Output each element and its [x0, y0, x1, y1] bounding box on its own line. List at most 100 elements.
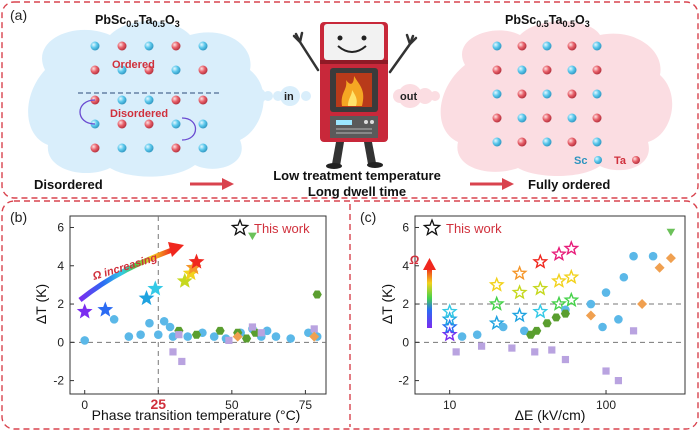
circle-mark — [629, 251, 638, 261]
ta-atom — [567, 41, 577, 51]
panel-a-frame — [1, 1, 699, 199]
diamond-mark — [232, 331, 243, 342]
circle-mark — [601, 288, 611, 297]
x-tick-label: 50 — [225, 398, 239, 412]
star-mark — [488, 295, 505, 311]
circle-mark — [472, 330, 482, 339]
circle-mark — [183, 332, 193, 341]
star-mark — [188, 253, 205, 269]
panel-b-legend: This work — [226, 218, 322, 237]
hexagon-mark — [551, 313, 561, 322]
triangle-mark — [666, 228, 676, 237]
circle-mark — [80, 336, 90, 345]
star-mark — [563, 268, 580, 285]
caption-treatment-line2: Long dwell time — [308, 184, 406, 199]
legend-sc-ball — [594, 156, 602, 164]
panel-c-y-ticks: -2 0 2 4 6 — [398, 220, 419, 388]
panel-b-plot-frame — [69, 215, 327, 395]
circle-mark — [457, 332, 467, 341]
right-cloud — [440, 21, 673, 177]
circle-mark — [109, 315, 119, 324]
omega-increasing-arrow — [78, 242, 184, 302]
ta-atom — [117, 41, 127, 51]
panel-c-label: (c) — [360, 209, 376, 225]
diamond-mark — [585, 310, 596, 321]
panel-b-y-ticks: -2 0 2 4 6 — [53, 220, 74, 388]
x-tick-label: 100 — [596, 398, 616, 412]
hexagon-mark — [532, 326, 542, 335]
in-bubbles — [250, 86, 311, 106]
star-mark — [511, 264, 528, 281]
circle-mark — [498, 322, 508, 332]
arrow-right-icon — [470, 178, 514, 190]
sc-atom — [90, 41, 100, 51]
circle-mark — [598, 322, 607, 332]
circle-mark — [209, 332, 219, 341]
star-mark — [488, 314, 505, 330]
star-mark — [550, 272, 567, 288]
panel-c-legend: This work — [420, 218, 516, 237]
hexagon-mark — [560, 309, 570, 318]
panel-c-legend-star-icon — [422, 218, 442, 236]
ta-atom — [171, 95, 181, 105]
circle-mark — [304, 328, 313, 338]
circle-mark — [165, 322, 175, 332]
sc-atom — [171, 65, 181, 75]
ta-atom — [592, 113, 602, 123]
right-lattice — [492, 41, 602, 147]
ta-atom — [171, 143, 181, 153]
circle-mark — [648, 251, 658, 261]
diamond-mark — [665, 253, 676, 264]
y-tick-label: 0 — [57, 335, 64, 349]
circle-mark — [586, 299, 596, 309]
panel-b-legend-star-icon — [230, 218, 250, 236]
square-mark — [248, 323, 257, 331]
circle-mark — [286, 334, 295, 343]
x-tick-label: 0 — [81, 398, 88, 412]
ta-atom — [592, 65, 602, 75]
ta-atom — [171, 41, 181, 51]
arrow-left-icon — [190, 178, 234, 190]
out-bubbles — [393, 84, 440, 108]
circle-mark — [271, 332, 281, 341]
star-mark — [511, 307, 528, 323]
in-label: in — [284, 91, 294, 103]
sc-atom — [492, 137, 502, 147]
y-tick-label: 2 — [57, 297, 64, 311]
legend-ta-ball — [632, 156, 640, 164]
diamond-mark — [637, 299, 648, 309]
ta-atom — [90, 65, 100, 75]
sc-atom — [144, 41, 154, 51]
star-mark — [441, 318, 458, 334]
y-tick-label: -2 — [398, 374, 409, 388]
sc-atom — [198, 143, 208, 153]
right-formula-title: PbSc0.5Ta0.5O3 — [505, 13, 590, 29]
panel-b-legend-label: This work — [254, 221, 310, 236]
sc-atom — [171, 119, 181, 129]
ordered-label: Ordered — [112, 59, 155, 71]
sc-atom — [117, 95, 127, 105]
x-tick-label: 75 — [299, 398, 313, 412]
y-tick-label: 6 — [402, 220, 409, 234]
caption-fully-ordered: Fully ordered — [528, 177, 610, 192]
y-tick-label: 4 — [402, 259, 409, 273]
sc-atom — [117, 143, 127, 153]
sc-atom — [492, 41, 502, 51]
legend-sc-label: Sc — [574, 155, 587, 167]
hexagon-mark — [191, 330, 202, 339]
star-mark — [176, 272, 193, 288]
ta-atom — [567, 137, 577, 147]
omega-label-c: Ω — [409, 253, 420, 267]
square-mark — [548, 346, 556, 354]
star-mark — [76, 303, 93, 319]
star-mark — [441, 326, 458, 342]
caption-treatment-line1: Low treatment temperature — [273, 168, 441, 183]
hexagon-mark — [242, 334, 252, 343]
ta-atom — [492, 65, 502, 75]
left-lattice — [90, 41, 208, 153]
left-formula-title: PbSc0.5Ta0.5O3 — [95, 13, 180, 29]
square-mark — [561, 355, 570, 364]
circle-mark — [124, 332, 134, 341]
hexagon-mark — [312, 290, 322, 299]
